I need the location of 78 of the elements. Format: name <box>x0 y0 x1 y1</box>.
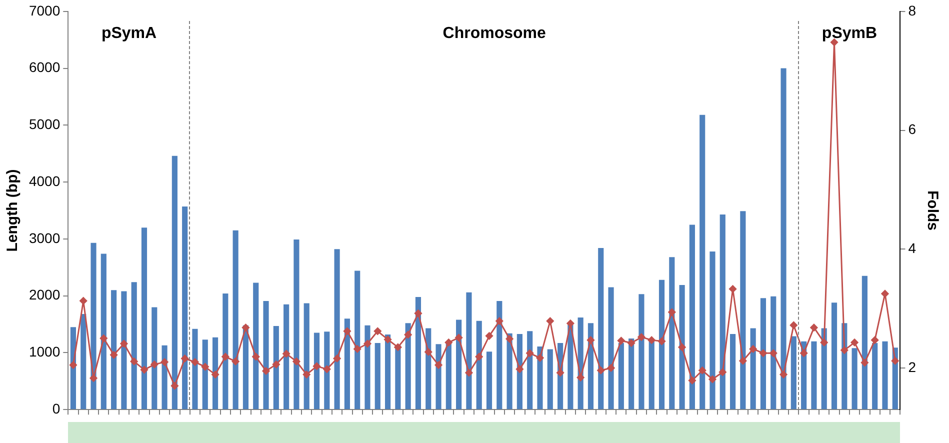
y2-tick-label: 4 <box>908 240 916 256</box>
bar <box>314 332 320 410</box>
bar <box>811 341 817 410</box>
bar <box>284 304 290 410</box>
bar <box>547 349 553 410</box>
bar <box>384 334 391 410</box>
bar <box>253 282 259 410</box>
bar <box>344 318 350 410</box>
bar <box>405 323 411 410</box>
bar <box>121 291 127 410</box>
bar <box>232 230 238 410</box>
bar <box>720 214 726 410</box>
y2-tick-label: 6 <box>908 121 916 138</box>
bar <box>496 300 502 410</box>
bar <box>172 156 178 410</box>
bar <box>466 292 472 410</box>
bar <box>212 337 218 410</box>
y-axis-title: Length (bp) <box>4 169 22 252</box>
bar <box>182 206 188 410</box>
y-tick-label: 6000 <box>28 59 60 76</box>
bar <box>638 294 644 410</box>
y-tick-label: 1000 <box>28 344 60 360</box>
bar <box>141 228 148 410</box>
bar <box>90 242 96 410</box>
bar <box>415 296 422 410</box>
bar <box>294 240 300 410</box>
bar <box>334 249 340 410</box>
bar <box>364 325 370 410</box>
bar <box>527 331 533 410</box>
bar <box>100 254 106 410</box>
bar <box>131 282 137 410</box>
bar <box>862 276 868 410</box>
annotation: Chromosome <box>442 24 546 42</box>
bar <box>263 300 269 410</box>
bar <box>700 114 706 410</box>
bar <box>374 343 380 410</box>
bar <box>669 257 675 410</box>
bar <box>628 338 634 410</box>
bar <box>476 320 482 410</box>
bar <box>730 334 736 410</box>
bar <box>750 328 756 410</box>
bar <box>152 307 158 410</box>
bar <box>273 326 279 410</box>
bar <box>679 285 685 410</box>
bar <box>80 314 86 410</box>
bar <box>598 248 604 410</box>
bar <box>760 298 766 410</box>
y-tick-label: 2000 <box>28 286 60 303</box>
bar <box>780 68 786 410</box>
bar <box>882 341 888 410</box>
y2-tick-label: 8 <box>908 2 916 18</box>
bar <box>192 328 198 410</box>
bar <box>354 270 360 410</box>
bar <box>740 211 746 410</box>
y-tick-label: 4000 <box>28 172 60 189</box>
bar <box>790 336 796 410</box>
y-tick-label: 7000 <box>28 2 60 18</box>
bar <box>202 340 208 410</box>
bar <box>689 224 695 410</box>
annotation: pSymA <box>101 24 158 42</box>
bar <box>111 290 117 410</box>
bar <box>852 348 858 410</box>
y-tick-label: 0 <box>52 400 60 416</box>
bar <box>770 296 776 410</box>
bar <box>831 302 838 410</box>
bar <box>222 294 228 410</box>
bar <box>486 352 492 410</box>
bar <box>304 303 310 410</box>
bar <box>608 287 614 410</box>
bar <box>456 320 462 410</box>
annotation: pSymB <box>822 24 878 42</box>
y2-axis-title: Folds <box>924 190 941 230</box>
y-tick-label: 3000 <box>28 230 60 246</box>
y2-tick-label: 2 <box>908 358 916 375</box>
bar <box>658 280 665 410</box>
bar <box>710 251 716 410</box>
y-tick-label: 5000 <box>28 116 60 132</box>
bar <box>324 332 330 410</box>
